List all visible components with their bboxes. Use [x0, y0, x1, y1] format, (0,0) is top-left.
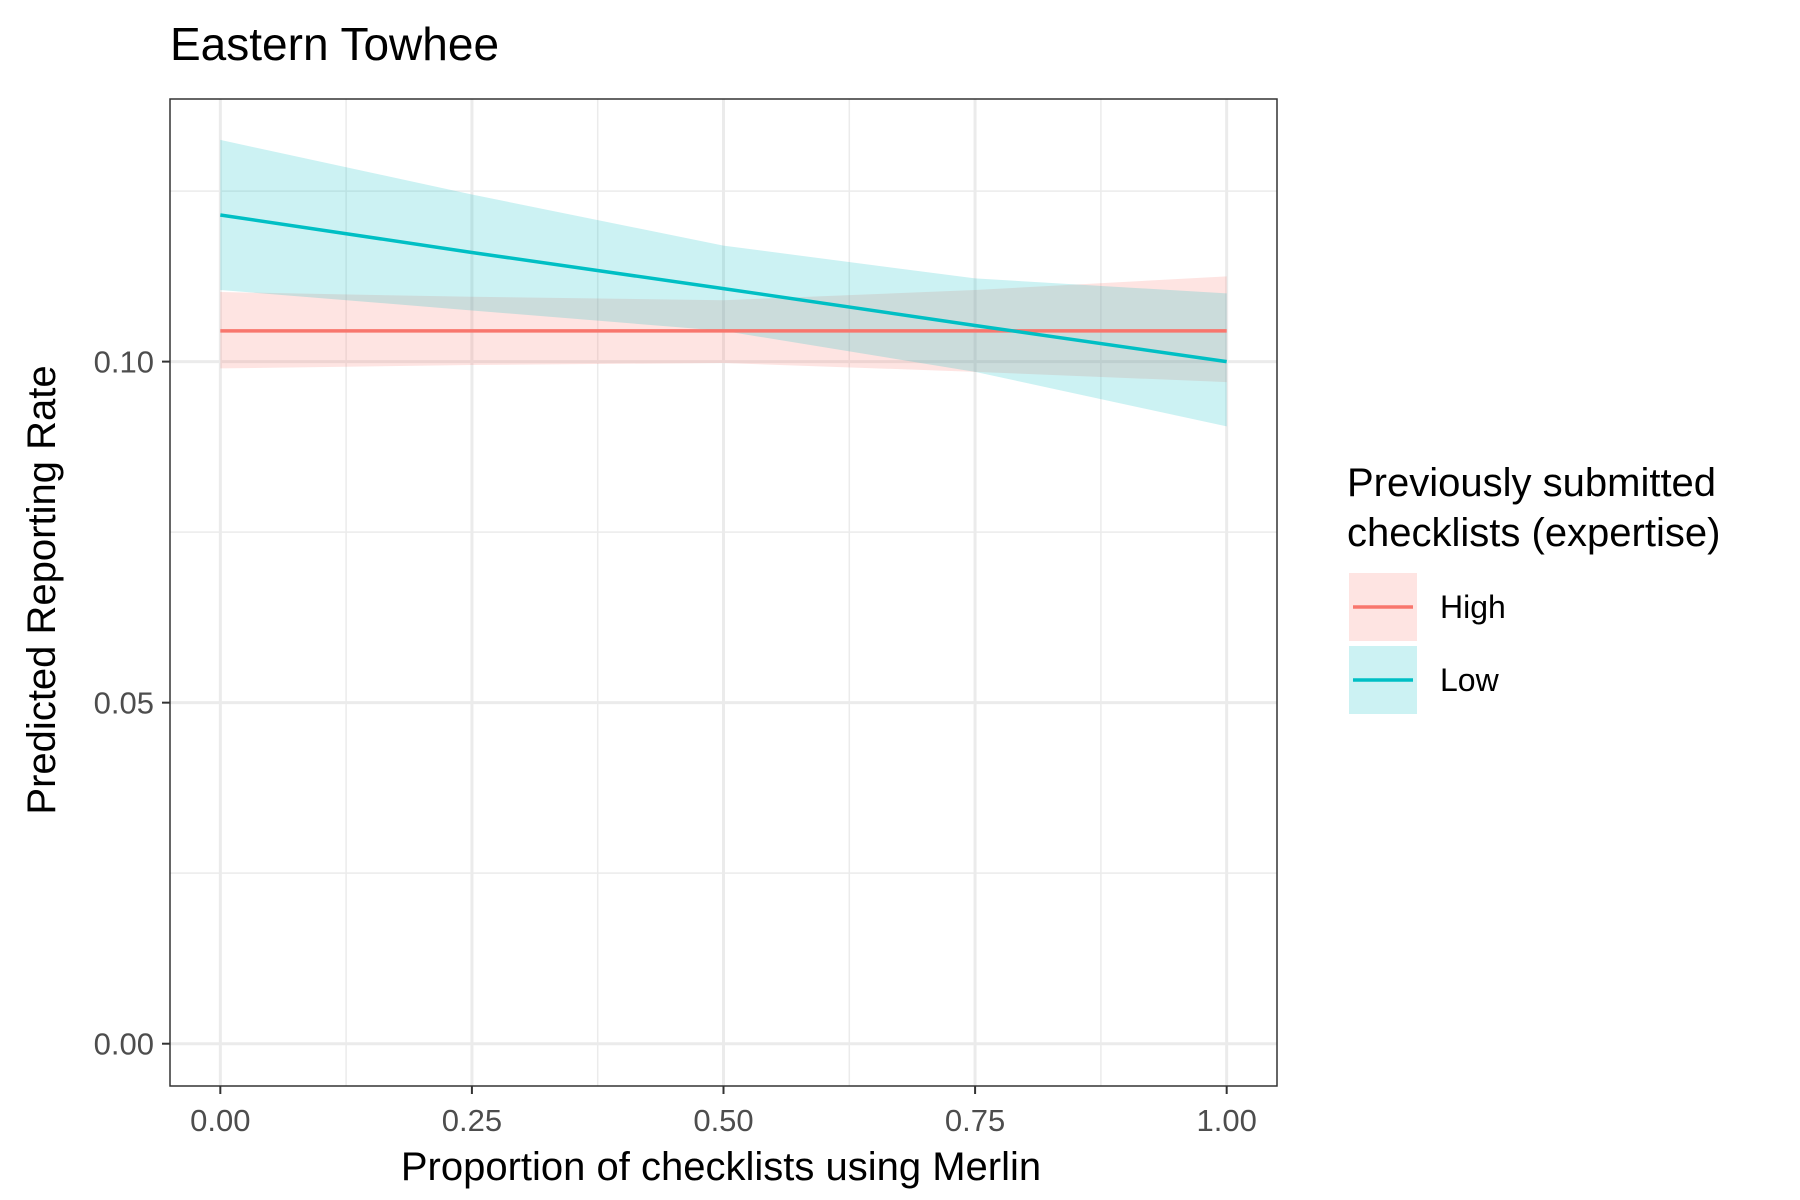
y-tick-label: 0.10: [94, 345, 154, 380]
x-tick-label: 0.50: [693, 1103, 753, 1138]
series-line-low: [220, 213, 1227, 364]
x-axis-title: Proportion of checklists using Merlin: [401, 1145, 1041, 1189]
legend-title: checklists (expertise): [1347, 511, 1720, 555]
x-tick-label: 0.25: [442, 1103, 502, 1138]
legend-label-low: Low: [1440, 662, 1500, 698]
confidence-band-low: [220, 139, 1227, 427]
y-axis-title: Predicted Reporting Rate: [20, 365, 64, 814]
plot-area: 0.00 0.25 0.50 0.75 1.00 0.00 0.05 0.10: [94, 98, 1278, 1138]
legend: Previously submitted checklists (expertis…: [1347, 461, 1720, 714]
x-tick-label: 0.00: [190, 1103, 250, 1138]
chart-title: Eastern Towhee: [170, 18, 499, 70]
y-tick-label: 0.05: [94, 686, 154, 721]
legend-label-high: High: [1440, 589, 1506, 625]
legend-title: Previously submitted: [1347, 461, 1716, 505]
y-tick-label: 0.00: [94, 1027, 154, 1062]
x-tick-label: 0.75: [945, 1103, 1005, 1138]
x-tick-label: 1.00: [1197, 1103, 1257, 1138]
